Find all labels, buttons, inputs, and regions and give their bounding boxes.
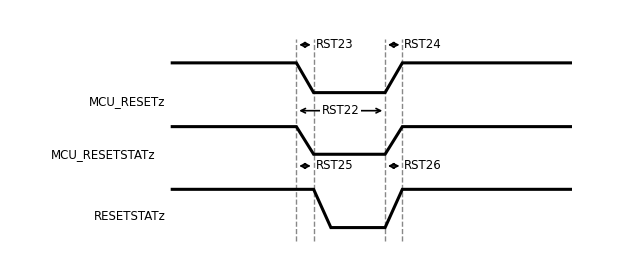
- Text: RST22: RST22: [322, 104, 359, 117]
- Text: MCU_RESETz: MCU_RESETz: [89, 95, 166, 108]
- Text: RST23: RST23: [315, 38, 353, 51]
- Text: RST24: RST24: [404, 38, 442, 51]
- Text: MCU_RESETSTATz: MCU_RESETSTATz: [52, 148, 156, 161]
- Text: RESETSTATz: RESETSTATz: [94, 210, 166, 224]
- Text: RST26: RST26: [404, 160, 442, 172]
- Text: RST25: RST25: [315, 160, 353, 172]
